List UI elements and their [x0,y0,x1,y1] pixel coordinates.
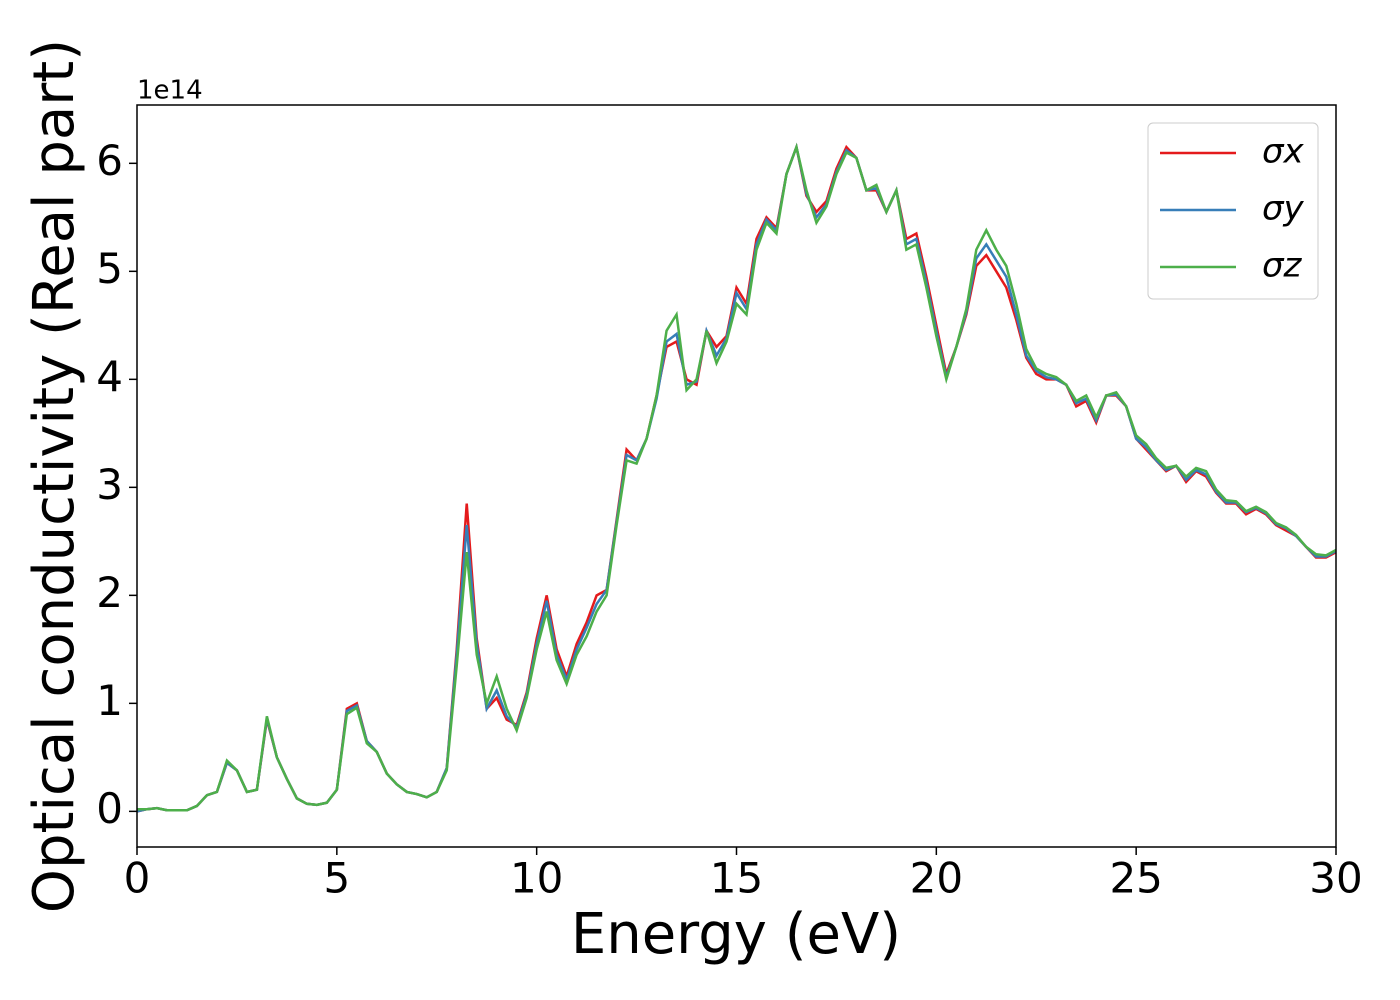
x-tick-label: 25 [1109,854,1162,903]
y-tick-label: 3 [96,460,123,509]
y-tick-label: 5 [96,244,123,293]
y-offset-label: 1e14 [137,76,203,106]
x-tick-label: 20 [910,854,963,903]
legend-label: σy [1262,189,1305,229]
legend-label: σx [1262,132,1305,172]
legend-label: σz [1262,246,1303,286]
series-line [137,142,1336,812]
y-tick-label: 4 [96,352,123,401]
y-axis-label: Optical conductivity (Real part) [22,39,87,913]
y-tick-label: 2 [96,568,123,617]
x-tick-label: 5 [323,854,350,903]
y-tick-label: 6 [96,136,123,185]
x-axis-label: Energy (eV) [571,902,901,967]
plot-frame [136,104,1337,848]
x-tick-label: 0 [124,854,151,903]
x-tick-label: 30 [1309,854,1362,903]
y-tick-label: 1 [96,676,123,725]
y-tick-label: 0 [96,784,123,833]
x-tick-label: 15 [710,854,763,903]
x-tick-label: 10 [510,854,563,903]
